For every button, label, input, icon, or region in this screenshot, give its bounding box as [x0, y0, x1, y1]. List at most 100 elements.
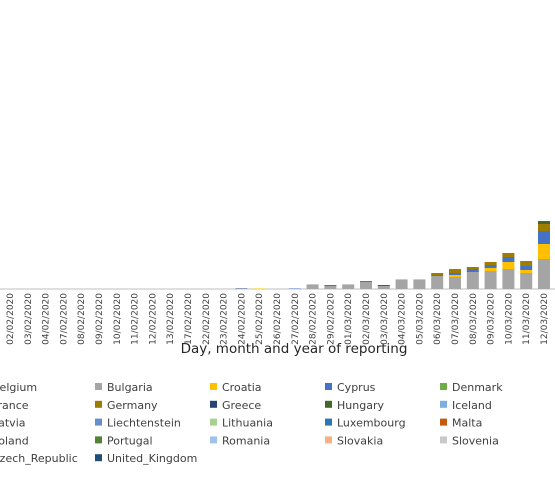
bar-segment: [538, 224, 550, 231]
legend-label: Latvia: [0, 417, 26, 430]
x-tick-label: 11/03/2020: [522, 293, 532, 345]
x-tick-label: 25/02/2020: [255, 293, 265, 345]
legend-swatch: [440, 436, 447, 444]
legend-swatch: [440, 383, 447, 390]
bar-segment: [431, 276, 444, 289]
legend-swatch: [440, 418, 447, 426]
legend-label: Malta: [452, 417, 482, 430]
bar-segment: [431, 275, 444, 276]
legend-swatch: [95, 454, 102, 462]
bar-segment: [324, 286, 337, 289]
legend-label: Cyprus: [337, 381, 376, 394]
bar-segment: [484, 268, 497, 271]
bar-segment: [395, 279, 408, 280]
x-tick-label: 09/03/2020: [487, 293, 497, 345]
bar-segment: [449, 273, 461, 275]
legend-swatch: [325, 383, 332, 390]
bar-segment: [502, 269, 515, 289]
x-tick-label: 05/03/2020: [415, 293, 425, 345]
x-tick-label: 04/03/2020: [398, 293, 408, 345]
bar-segment: [520, 261, 533, 266]
x-tick-label: 02/03/2020: [362, 293, 372, 345]
legend-label: France: [0, 399, 29, 412]
legend-swatch: [440, 400, 447, 408]
bar-segment: [413, 279, 426, 280]
x-tick-label: 12/03/2020: [540, 293, 550, 345]
x-tick-label: 10/02/2020: [113, 293, 123, 345]
bar-segment: [413, 280, 426, 289]
x-tick-label: 04/02/2020: [42, 293, 52, 345]
legend-label: Czech_Republic: [0, 452, 78, 465]
legend-label: Greece: [222, 399, 261, 412]
legend-swatch: [210, 383, 217, 390]
legend-label: Luxembourg: [337, 417, 406, 430]
bar-segment: [538, 231, 550, 244]
bar-segment: [520, 266, 533, 270]
legend-label: Hungary: [337, 399, 384, 412]
legend-label: United_Kingdom: [107, 452, 197, 465]
legend-swatch: [95, 418, 102, 426]
bar-segment: [395, 280, 408, 289]
bar-segment: [360, 281, 372, 282]
bar-segment: [520, 270, 533, 273]
legend-label: Bulgaria: [107, 381, 153, 394]
legend-label: Belgium: [0, 381, 37, 394]
bar-segment: [466, 267, 479, 269]
legend-label: Iceland: [452, 399, 492, 412]
bar-segment: [484, 265, 497, 268]
legend-label: Slovenia: [452, 434, 499, 447]
bar-segment: [235, 288, 248, 289]
legend-swatch: [210, 418, 217, 426]
legend-swatch: [210, 436, 217, 444]
x-tick-label: 28/02/2020: [309, 293, 319, 345]
bar-segment: [484, 271, 497, 289]
legend-label: Liechtenstein: [107, 417, 181, 430]
bar-segment: [502, 253, 515, 257]
x-tick-label: 12/02/2020: [148, 293, 158, 345]
x-tick-label: 03/02/2020: [24, 293, 34, 345]
x-tick-label: 17/02/2020: [184, 293, 194, 345]
bar-segment: [466, 272, 479, 289]
bar-segment: [520, 273, 533, 289]
x-tick-label: 13/02/2020: [166, 293, 176, 345]
bar-segment: [342, 285, 355, 289]
x-tick-label: 27/02/2020: [291, 293, 301, 345]
x-tick-label: 01/03/2020: [344, 293, 354, 345]
bar-segment: [484, 262, 497, 265]
legend-swatch: [210, 400, 217, 408]
bar-segment: [306, 284, 319, 285]
x-tick-label: 07/03/2020: [451, 293, 461, 345]
legend-label: Slovakia: [337, 434, 383, 447]
bar-segment: [431, 273, 444, 275]
legend-label: Portugal: [107, 434, 153, 447]
legend-label: Lithuania: [222, 417, 273, 430]
legend-label: Poland: [0, 434, 29, 447]
x-tick-label: 23/02/2020: [220, 293, 230, 345]
bar-segment: [306, 285, 319, 289]
legend-label: Germany: [107, 399, 158, 412]
bar-segment: [449, 277, 461, 289]
x-tick-label: 10/03/2020: [504, 293, 514, 345]
legend-swatch: [325, 418, 332, 426]
x-tick-label: 03/03/2020: [380, 293, 390, 345]
x-tick-label: 08/02/2020: [77, 293, 87, 345]
x-tick-label: 09/02/2020: [95, 293, 105, 345]
x-tick-label: 22/02/2020: [202, 293, 212, 345]
legend-swatch: [95, 436, 102, 444]
x-tick-label: 26/02/2020: [273, 293, 283, 345]
bar-segment: [502, 262, 515, 269]
x-tick-label: 06/03/2020: [433, 293, 443, 345]
legend-swatch: [325, 400, 332, 408]
bar-segment: [449, 275, 461, 277]
bar-segment: [377, 285, 390, 286]
x-axis-title: Day, month and year of reporting: [181, 341, 408, 357]
bar-segment: [466, 269, 479, 272]
bar-segment: [324, 285, 337, 286]
legend-label: Romania: [222, 434, 270, 447]
x-tick-label: 11/02/2020: [131, 293, 141, 345]
x-tick-label: 29/02/2020: [326, 293, 336, 345]
legend-label: Denmark: [452, 381, 503, 394]
legend-swatch: [95, 383, 102, 390]
